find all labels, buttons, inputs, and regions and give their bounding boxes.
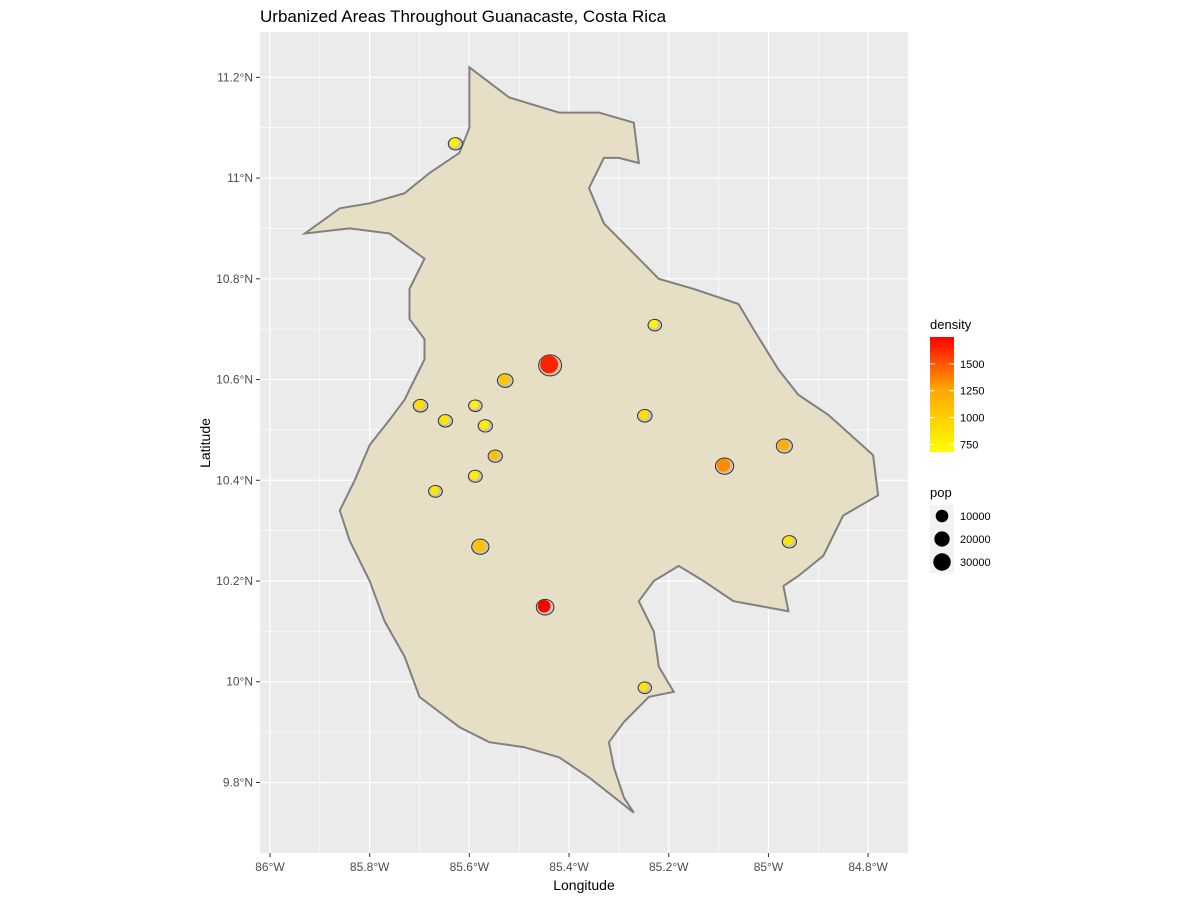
urban-points	[412, 137, 798, 695]
density-legend: density 750 1000 1250 1500	[930, 317, 984, 452]
pop-legend-label: 30000	[960, 557, 991, 569]
urban-area-point	[639, 682, 649, 692]
x-tick-label: 85.8°W	[350, 860, 390, 874]
pop-legend-label: 10000	[960, 511, 991, 523]
urban-area-point	[649, 319, 659, 329]
y-tick-label: 9.8°N	[223, 775, 253, 789]
x-tick-label: 85.6°W	[450, 860, 490, 874]
y-tick-label: 10.2°N	[216, 574, 253, 588]
x-tick-label: 85.2°W	[649, 860, 689, 874]
pop-legend-key	[935, 509, 949, 523]
urban-area-point	[498, 374, 510, 385]
urban-area-point	[473, 539, 486, 552]
density-colorbar	[930, 337, 954, 452]
x-tick-label: 86°W	[255, 860, 285, 874]
y-tick-label: 10.4°N	[216, 473, 253, 487]
urban-area-point	[470, 400, 479, 410]
x-tick-label: 84.8°W	[848, 860, 888, 874]
density-legend-title: density	[930, 317, 972, 332]
y-axis-ticks: 9.8°N 10°N 10.2°N 10.4°N 10.6°N 10.8°N 11°N 11.…	[216, 70, 260, 789]
urban-area-point	[716, 458, 731, 472]
density-tick-label: 1500	[960, 359, 984, 371]
urban-area-point	[783, 536, 794, 546]
urban-area-point	[489, 450, 499, 460]
x-axis-ticks: 86°W 85.8°W 85.6°W 85.4°W 85.2°W 85°W 84.8°W	[255, 853, 889, 874]
urban-area-point	[537, 599, 551, 613]
y-tick-label: 10.8°N	[216, 272, 253, 286]
urban-area-point	[639, 409, 649, 420]
urban-area-point	[479, 420, 489, 430]
density-tick-label: 750	[960, 439, 978, 451]
urban-area-point	[430, 485, 439, 495]
y-axis-title: Latitude	[197, 418, 213, 468]
y-tick-label: 10°N	[226, 675, 253, 689]
x-tick-label: 85.4°W	[549, 860, 589, 874]
urban-area-point	[414, 399, 425, 410]
x-tick-label: 85°W	[754, 860, 784, 874]
urban-area-point	[439, 415, 450, 425]
urban-area-point	[449, 138, 460, 148]
y-tick-label: 10.6°N	[216, 373, 253, 387]
urban-area-point	[777, 439, 789, 451]
chart-title: Urbanized Areas Throughout Guanacaste, C…	[260, 7, 667, 26]
pop-legend-key	[933, 553, 951, 571]
pop-legend-label: 20000	[960, 534, 991, 546]
density-tick-label: 1000	[960, 413, 984, 425]
x-axis-title: Longitude	[553, 877, 615, 893]
urban-area-point	[469, 470, 479, 480]
density-tick-label: 1250	[960, 386, 984, 398]
pop-legend-key	[934, 531, 950, 547]
y-tick-label: 11.2°N	[217, 70, 253, 84]
pop-legend: pop 10000 20000 30000	[930, 485, 991, 573]
province-outline	[301, 65, 880, 814]
urban-area-point	[540, 355, 559, 374]
y-tick-label: 11°N	[227, 171, 253, 185]
pop-legend-title: pop	[930, 485, 952, 500]
